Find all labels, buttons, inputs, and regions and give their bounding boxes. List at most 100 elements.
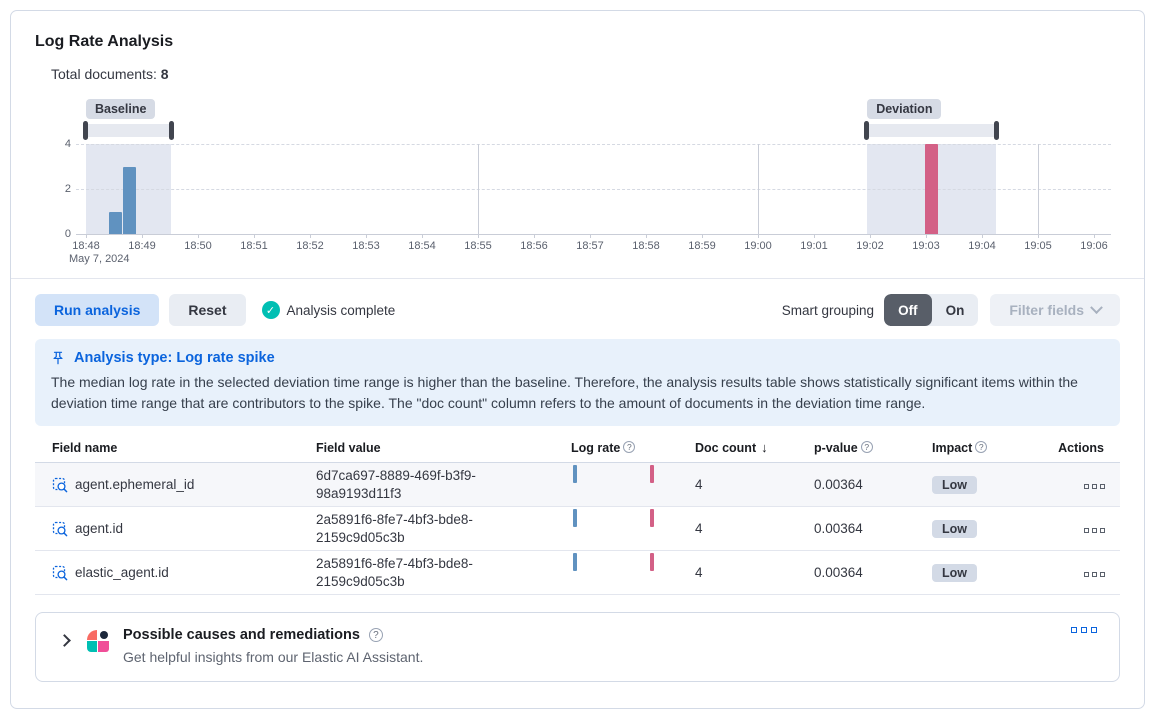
deviation-brush-handle-left[interactable]	[864, 121, 870, 140]
x-axis-tick-label: 18:48	[72, 240, 100, 252]
x-axis-tick	[366, 234, 367, 238]
x-axis-tick-label: 18:56	[520, 240, 548, 252]
gridline-vertical	[1038, 144, 1039, 234]
info-icon[interactable]	[623, 440, 636, 453]
reset-button[interactable]: Reset	[169, 294, 246, 326]
ai-panel-title: Possible causes and remediations	[123, 627, 360, 644]
elastic-ai-assistant-icon	[87, 630, 109, 653]
baseline-bar	[108, 211, 122, 234]
baseline-bar	[123, 166, 137, 234]
x-axis-tick-label: 19:05	[1024, 240, 1052, 252]
toggle-on[interactable]: On	[945, 302, 965, 318]
col-field-value[interactable]: Field value	[299, 436, 554, 463]
sort-desc-icon	[761, 440, 768, 455]
y-axis-tick-label: 4	[64, 138, 71, 150]
y-axis-tick-label: 0	[64, 228, 71, 240]
deviation-mini-bar	[650, 508, 654, 527]
baseline-mini-bar	[573, 464, 577, 483]
analysis-status: Analysis complete	[261, 301, 395, 319]
baseline-mini-bar	[573, 552, 577, 571]
smart-grouping-toggle: Off On	[884, 294, 979, 326]
x-axis-tick	[142, 234, 143, 238]
x-axis-tick-label: 19:03	[912, 240, 940, 252]
baseline-brush-handle-left[interactable]	[83, 121, 88, 140]
doc-count-value: 4	[695, 565, 703, 581]
col-impact[interactable]: Impact	[915, 436, 1035, 463]
toolbar: Run analysis Reset Analysis complete Sma…	[35, 294, 1120, 326]
col-doc-count[interactable]: Doc count	[678, 436, 797, 463]
total-documents-label: Total documents:	[51, 66, 157, 82]
field-value: 2a5891f6-8fe7-4bf3-bde8-2159c9d05c3b	[316, 512, 473, 545]
callout-body: The median log rate in the selected devi…	[51, 374, 1078, 411]
x-axis-tick	[1038, 234, 1039, 238]
col-field-name[interactable]: Field name	[35, 436, 299, 463]
x-axis-tick	[478, 234, 479, 238]
ai-panel-subtitle: Get helpful insights from our Elastic AI…	[123, 649, 424, 666]
gridline-horizontal	[76, 189, 1111, 190]
x-axis-tick	[1094, 234, 1095, 238]
gridline-vertical	[758, 144, 759, 234]
panel-menu-button[interactable]	[1069, 627, 1099, 634]
deviation-brush-handle-right[interactable]	[994, 121, 999, 140]
p-value: 0.00364	[814, 521, 863, 537]
x-axis-tick	[870, 234, 871, 238]
field-name: agent.ephemeral_id	[75, 477, 195, 493]
baseline-brush[interactable]	[86, 124, 172, 137]
col-p-value[interactable]: p-value	[797, 436, 915, 463]
y-axis-tick-label: 2	[64, 183, 71, 195]
x-axis-tick-label: 19:02	[856, 240, 884, 252]
x-axis-tick-label: 18:49	[128, 240, 156, 252]
info-icon[interactable]	[860, 440, 873, 453]
run-analysis-button[interactable]: Run analysis	[35, 294, 160, 326]
x-axis-tick-label: 19:01	[800, 240, 828, 252]
x-axis-tick	[982, 234, 983, 238]
deviation-bar	[925, 144, 939, 234]
field-name: elastic_agent.id	[75, 565, 169, 581]
chevron-right-icon[interactable]	[58, 634, 71, 648]
deviation-mini-bar	[650, 464, 654, 483]
ai-assistant-panel[interactable]: Possible causes and remediations Get hel…	[35, 612, 1120, 683]
row-actions-button[interactable]	[1082, 572, 1106, 578]
filter-field-icon[interactable]	[52, 565, 68, 581]
field-name: agent.id	[75, 521, 124, 537]
row-actions-button[interactable]	[1082, 484, 1106, 490]
x-axis-tick-label: 18:59	[688, 240, 716, 252]
help-icon[interactable]	[368, 628, 383, 643]
x-axis-tick-label: 19:06	[1080, 240, 1108, 252]
deviation-brush[interactable]	[867, 124, 996, 137]
deviation-mini-bar	[650, 552, 654, 571]
p-value: 0.00364	[814, 565, 863, 581]
toggle-off[interactable]: Off	[884, 294, 932, 326]
p-value: 0.00364	[814, 477, 863, 493]
doc-count-value: 4	[695, 521, 703, 537]
baseline-mini-bar	[573, 508, 577, 527]
doc-count-value: 4	[695, 477, 703, 493]
impact-badge: Low	[932, 519, 977, 538]
row-actions-button[interactable]	[1082, 528, 1106, 534]
analysis-type-callout: Analysis type: Log rate spike The median…	[35, 339, 1120, 426]
total-documents: Total documents: 8	[51, 66, 1120, 82]
results-table: Field name Field value Log rate Doc coun…	[35, 436, 1120, 596]
info-icon[interactable]	[975, 440, 988, 453]
x-axis-tick-label: 18:52	[296, 240, 324, 252]
x-axis-tick-label: 18:50	[184, 240, 212, 252]
page-title: Log Rate Analysis	[35, 33, 174, 50]
x-axis-tick	[590, 234, 591, 238]
log-rate-analysis-panel: Log Rate Analysis Total documents: 8 18:…	[10, 10, 1145, 709]
col-log-rate[interactable]: Log rate	[554, 436, 678, 463]
check-circle-icon	[261, 301, 280, 319]
x-axis-tick-label: 18:57	[576, 240, 604, 252]
callout-title: Analysis type: Log rate spike	[74, 350, 275, 366]
baseline-badge: Baseline	[86, 99, 156, 119]
table-row: agent.id 2a5891f6-8fe7-4bf3-bde8-2159c9d…	[35, 506, 1120, 552]
divider	[11, 278, 1144, 279]
pin-icon	[53, 351, 63, 365]
filter-fields-button[interactable]: Filter fields	[990, 294, 1120, 326]
baseline-brush-handle-right[interactable]	[169, 121, 175, 140]
chevron-down-icon	[1090, 300, 1103, 314]
x-axis-tick-label: 18:54	[408, 240, 436, 252]
impact-badge: Low	[932, 563, 977, 582]
filter-field-icon[interactable]	[52, 521, 68, 537]
filter-fields-label: Filter fields	[1009, 302, 1084, 318]
filter-field-icon[interactable]	[52, 477, 68, 493]
